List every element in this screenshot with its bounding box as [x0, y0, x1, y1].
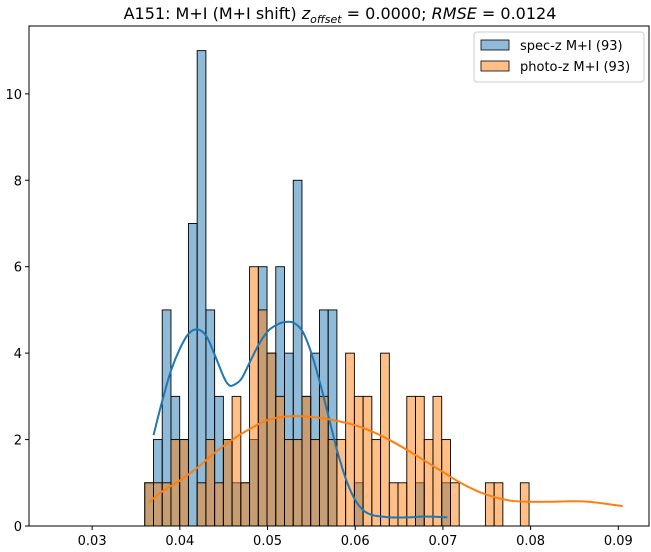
photo-z-bar — [519, 482, 530, 527]
photo-z-bar — [222, 439, 233, 527]
x-tick-label: 0.09 — [604, 534, 633, 549]
legend-swatch-spec-z — [480, 39, 510, 51]
photo-z-bar — [196, 482, 207, 527]
legend-label-spec-z: spec-z M+I (93) — [520, 39, 623, 54]
y-axis: 0 2 4 6 8 10 — [5, 88, 29, 535]
y-tick-label: 2 — [14, 434, 22, 449]
photo-z-bar — [144, 482, 154, 527]
plot-frame — [28, 25, 650, 527]
x-tick-label: 0.05 — [253, 534, 282, 549]
kde-layer — [148, 320, 623, 519]
photo-z-bar — [231, 395, 242, 527]
photo-z-bar — [388, 482, 399, 527]
photo-z-bar — [432, 395, 443, 527]
photo-z-bar — [205, 439, 216, 527]
legend: spec-z M+I (93) photo-z M+I (93) — [473, 31, 645, 83]
photo-z-bar — [441, 439, 451, 527]
x-tick-label: 0.07 — [428, 534, 457, 549]
photo-z-bar — [249, 266, 259, 527]
spec-z-kde-line — [152, 320, 448, 519]
photo-z-bar — [345, 352, 355, 527]
x-axis: 0.03 0.04 0.05 0.06 0.07 0.08 0.09 — [78, 526, 633, 549]
photo-z-bar — [284, 439, 294, 527]
photo-z-bar — [214, 482, 224, 527]
x-tick-label: 0.06 — [341, 534, 370, 549]
photo-z-bar — [266, 352, 277, 527]
spec-z-bar — [196, 50, 207, 527]
legend-label-photo-z: photo-z M+I (93) — [520, 60, 630, 75]
photo-z-bar — [415, 395, 425, 527]
photo-z-bar — [327, 439, 338, 527]
y-tick-label: 0 — [14, 520, 22, 535]
x-tick-label: 0.08 — [516, 534, 545, 549]
y-tick-label: 8 — [14, 174, 22, 189]
photo-z-kde-line — [148, 415, 623, 508]
photo-z-bar — [362, 395, 373, 527]
photo-z-bar — [179, 439, 189, 527]
y-tick-label: 6 — [14, 261, 22, 276]
chart-title: A151: M+I (M+I shift) zoffset = 0.0000; … — [124, 4, 557, 26]
photo-z-bar — [275, 395, 285, 527]
photo-z-bar — [423, 439, 434, 527]
x-tick-label: 0.03 — [78, 534, 107, 549]
photo-z-bar — [310, 439, 320, 527]
photo-z-bar — [318, 395, 329, 527]
y-tick-label: 4 — [14, 347, 22, 362]
spec-z-bar — [187, 223, 198, 527]
legend-box — [473, 31, 645, 83]
photo-z-bar — [450, 482, 460, 527]
photo-z-bar — [371, 439, 382, 527]
y-tick-label: 10 — [5, 88, 22, 103]
photo-z-bar — [292, 439, 303, 527]
photo-z-bar — [406, 395, 416, 527]
photo-z-bar — [240, 482, 251, 527]
bars-layer — [144, 50, 530, 527]
legend-swatch-photo-z — [480, 60, 510, 72]
photo-z-bar — [493, 482, 504, 527]
photo-z-bar — [153, 482, 163, 527]
photo-z-bar — [484, 482, 495, 527]
photo-z-bar — [397, 482, 408, 527]
x-tick-label: 0.04 — [165, 534, 194, 549]
